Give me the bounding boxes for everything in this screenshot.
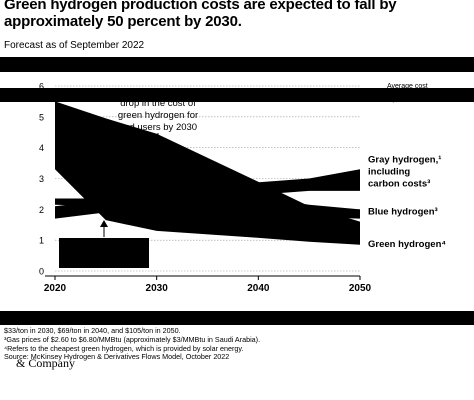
x-tick-label: 2040 [247,283,270,294]
label-blue-hydrogen: Blue hydrogen³ [368,206,438,217]
axes: 0 1 2 3 4 5 6 2020 2030 2040 2050 [39,82,372,295]
callout-line-3: end users by 2030 [119,122,197,133]
footnotes: $33/ton in 2030, $69/ton in 2040, and $1… [4,326,470,362]
arrow-icon [100,220,108,227]
series-band-2 [55,101,360,245]
y-tick-label: 1 [39,236,44,246]
x-tick-label: 2050 [349,283,372,294]
footnote: ⁴Refers to the cheapest green hydrogen, … [4,343,244,353]
y-tick-label: 4 [39,143,44,153]
redaction-bar [0,57,474,72]
y-tick-label: 2 [39,205,44,215]
legend-optimal: Optimal cost [387,96,426,103]
annotation-box [59,238,149,268]
callout-cover [50,90,160,99]
label-green-hydrogen: Green hydrogen⁴ [368,239,446,250]
y-tick-label: 5 [39,112,44,122]
y-tick-label: 6 [39,82,44,92]
label-gray-hydrogen: carbon costs³ [368,178,430,189]
chart-title: Green hydrogen production costs are expe… [4,0,397,30]
chart-subtitle: Forecast as of September 2022 [4,40,145,51]
callout-line-2: green hydrogen for [118,110,198,121]
legend-swatch-average [360,89,388,100]
unit-label: Projected global production cost of hydr… [4,58,280,69]
y-tick-label: 3 [39,174,44,184]
label-gray-hydrogen: Gray hydrogen,¹ [368,154,441,165]
notes-bar [0,311,474,325]
footnote: Source: McKinsey Hydrogen & Derivatives … [4,352,230,362]
x-tick-label: 2030 [146,283,169,294]
callout-line-1: drop in the cost of [120,98,196,109]
company-logo: & Company [16,356,75,370]
y-tick-label: 0 [39,267,44,277]
footnote: ³Gas prices of $2.60 to $6.80/MMBtu (app… [4,334,261,344]
x-tick-label: 2020 [44,283,67,294]
area-layer [55,101,360,245]
label-gray-hydrogen: including [368,166,410,177]
footnote: $33/ton in 2030, $69/ton in 2040, and $1… [4,326,181,335]
legend-average: Average cost [387,83,428,90]
